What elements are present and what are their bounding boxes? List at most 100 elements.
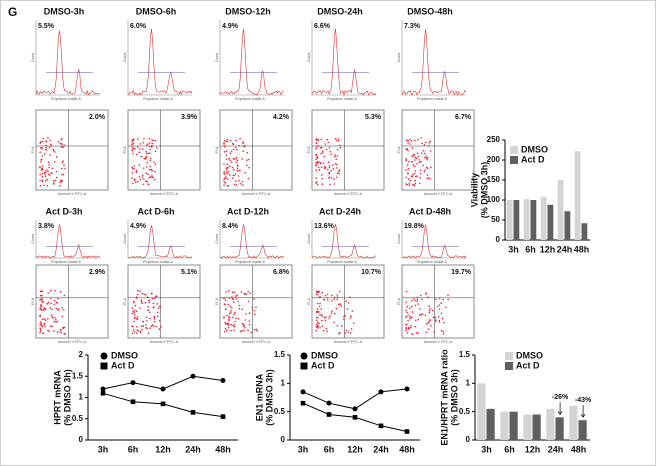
flow-dot xyxy=(41,294,43,297)
flow-dot xyxy=(146,327,148,330)
flow-dot xyxy=(424,314,427,317)
flow-dot xyxy=(140,331,142,334)
flow-dot xyxy=(254,313,256,316)
flow-dot xyxy=(405,158,407,160)
flow-dot xyxy=(405,159,408,162)
flow-dot xyxy=(59,181,61,183)
flow-dot xyxy=(407,168,410,170)
scatter-pct: 2.9% xyxy=(89,269,106,276)
hist-x-label: Propidium Iodide-A xyxy=(417,97,447,101)
flow-dot xyxy=(347,302,350,304)
bar xyxy=(532,414,541,440)
hist-curve xyxy=(219,224,285,259)
x-tick-label: 6h xyxy=(128,444,139,454)
flow-dot xyxy=(148,299,150,302)
flow-dot xyxy=(429,319,431,321)
flow-dot xyxy=(43,323,45,326)
y-tick-label: 200 xyxy=(487,155,501,164)
flow-dot xyxy=(150,146,153,148)
flow-dot xyxy=(39,142,41,145)
flow-dot xyxy=(223,151,226,153)
flow-dot xyxy=(61,307,63,309)
flow-dot xyxy=(47,170,49,172)
flow-dot xyxy=(149,148,151,151)
bar xyxy=(523,199,530,240)
x-tick-label: 12h xyxy=(347,444,363,454)
flow-dot xyxy=(328,317,330,319)
flow-dot xyxy=(245,293,247,295)
bar xyxy=(546,408,555,440)
flow-dot xyxy=(142,174,144,177)
flow-dot xyxy=(417,332,420,335)
flow-dot xyxy=(424,156,426,159)
flow-dot xyxy=(248,312,251,315)
flow-dot xyxy=(327,299,329,301)
flow-dot xyxy=(248,323,251,326)
flow-dot xyxy=(325,166,327,169)
y-tick-label: 0.5 xyxy=(72,414,84,423)
flow-title: DMSO-24h xyxy=(317,6,363,16)
point xyxy=(130,380,136,386)
flow-dot xyxy=(40,304,42,306)
flow-dot xyxy=(319,302,321,305)
flow-dot xyxy=(233,301,235,303)
flow-dot xyxy=(317,310,320,313)
flow-dot xyxy=(320,314,323,316)
flow-dot xyxy=(351,310,354,312)
flow-dot xyxy=(405,326,408,329)
flow-dot xyxy=(442,298,445,301)
hist-pct: 6.6% xyxy=(314,23,331,30)
y-axis-label: EN1 mRNA xyxy=(254,373,264,421)
flow-dot xyxy=(156,303,158,305)
flow-dot xyxy=(320,152,322,155)
flow-dot xyxy=(145,150,147,153)
flow-dot xyxy=(325,327,328,330)
flow-dot xyxy=(225,154,228,157)
flow-dot xyxy=(152,302,155,305)
flow-dot xyxy=(244,327,246,329)
flow-dot xyxy=(323,155,325,158)
flow-dot xyxy=(131,332,134,335)
y-tick-label: 100 xyxy=(487,195,501,204)
flow-dot xyxy=(406,323,408,326)
flow-dot xyxy=(316,323,318,326)
flow-title: DMSO-6h xyxy=(136,6,177,16)
flow-dot xyxy=(224,330,226,333)
flow-dot xyxy=(42,309,45,311)
flow-dot xyxy=(326,138,329,141)
flow-dot xyxy=(48,330,50,333)
flow-dot xyxy=(57,309,59,311)
flow-dot xyxy=(45,169,48,172)
scatter-x-label: Annexin V FITC-A xyxy=(242,192,271,196)
flow-dot xyxy=(315,329,317,332)
flow-dot xyxy=(61,167,63,170)
flow-dot xyxy=(223,181,225,183)
bar xyxy=(578,420,587,440)
scatter-x-label: Annexin V FITC-A xyxy=(58,340,87,344)
flow-dot xyxy=(63,309,65,311)
flow-dot xyxy=(143,293,145,295)
flow-dot xyxy=(419,314,421,316)
flow-dot xyxy=(41,180,44,183)
flow-dot xyxy=(411,161,413,163)
flow-dot xyxy=(320,308,323,310)
flow-dot xyxy=(142,320,144,323)
flow-dot xyxy=(44,325,46,327)
flow-dot xyxy=(147,143,149,145)
flow-dot xyxy=(420,152,423,154)
flow-dot xyxy=(337,303,340,306)
flow-dot xyxy=(47,173,50,176)
flow-dot xyxy=(136,146,139,148)
flow-dot xyxy=(339,144,341,147)
flow-dot xyxy=(135,170,138,172)
flow-dot xyxy=(408,161,410,163)
flow-dot xyxy=(411,333,414,335)
flow-dot xyxy=(141,329,143,331)
flow-dot xyxy=(231,142,234,145)
flow-dot xyxy=(39,166,41,168)
flow-dot xyxy=(416,300,418,303)
flow-dot xyxy=(334,155,336,158)
flow-dot xyxy=(226,314,228,317)
flow-dot xyxy=(415,157,418,159)
